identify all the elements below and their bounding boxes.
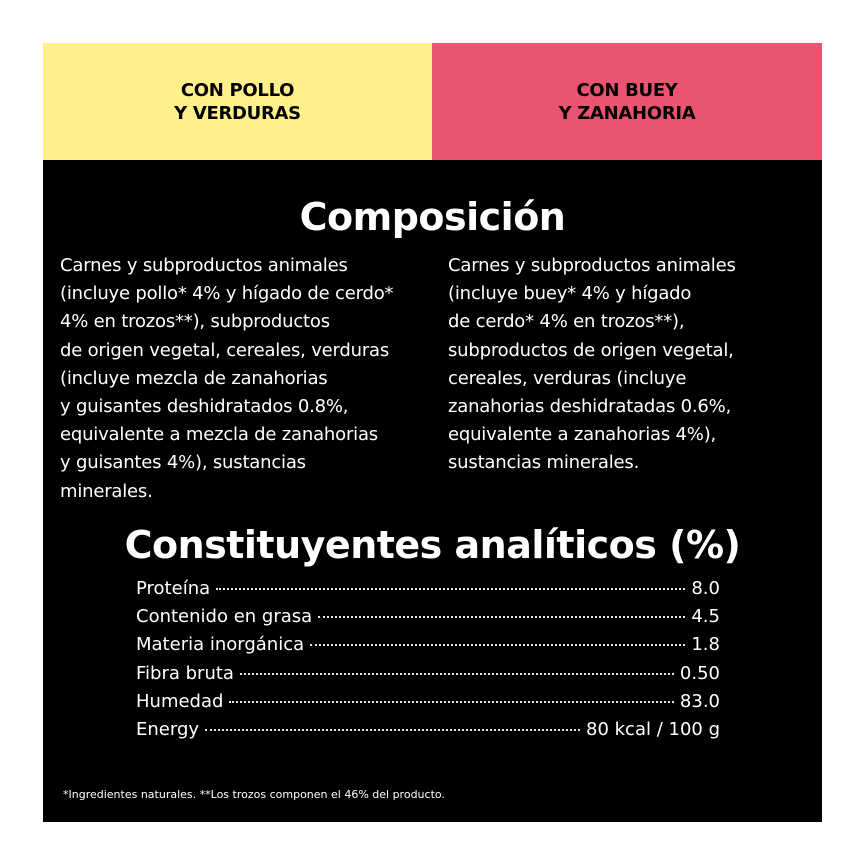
composition-line: equivalente a mezcla de zanahorias [60, 424, 378, 446]
analytic-value: 0.50 [679, 662, 720, 684]
composition-line: y guisantes deshidratados 0.8%, [60, 396, 349, 418]
analytic-row: Proteína 8.0 [136, 578, 720, 606]
composition-line: (incluye mezcla de zanahorias [60, 367, 328, 389]
composition-line: y guisantes 4%), sustancias [60, 452, 306, 474]
analytic-value: 80 kcal / 100 g [586, 718, 720, 740]
variant-title-line: Y VERDURAS [174, 102, 301, 124]
variant-tab-beef: CON BUEY Y ZANAHORIA [432, 43, 822, 160]
analytic-name: Fibra bruta [136, 662, 234, 684]
dot-leader [239, 672, 674, 675]
analytic-name: Contenido en grasa [136, 606, 313, 628]
composition-chicken: Carnes y subproductos animales (incluye … [60, 252, 430, 506]
analytic-value: 83.0 [679, 690, 720, 712]
variant-title-line: Y ZANAHORIA [558, 102, 696, 124]
analytic-row: Contenido en grasa 4.5 [136, 606, 720, 634]
analytic-value: 4.5 [691, 606, 720, 628]
analytic-row: Humedad 83.0 [136, 691, 720, 719]
variant-tab-chicken: CON POLLO Y VERDURAS [43, 43, 432, 160]
composition-line: minerales. [60, 480, 153, 502]
composition-line: Carnes y subproductos animales [60, 255, 348, 276]
composition-line: zanahorias deshidratadas 0.6%, [448, 396, 732, 418]
analytic-value: 1.8 [691, 634, 720, 656]
composition-line: equivalente a zanahorias 4%), [448, 424, 717, 446]
composition-line: 4% en trozos**), subproductos [60, 311, 330, 333]
composition-line: de cerdo* 4% en trozos**), [448, 311, 685, 333]
composition-line: subproductos de origen vegetal, [448, 339, 734, 361]
analytic-value: 8.0 [691, 578, 720, 599]
composition-line: (incluye buey* 4% y hígado [448, 283, 692, 305]
composition-line: de origen vegetal, cereales, verduras [60, 339, 390, 361]
label-panel: CON POLLO Y VERDURAS CON BUEY Y ZANAHORI… [43, 43, 822, 822]
analytic-row: Materia inorgánica 1.8 [136, 634, 720, 662]
dot-leader [229, 700, 674, 703]
analytic-name: Materia inorgánica [136, 634, 305, 656]
analytic-name: Proteína [136, 578, 211, 599]
analytic-name: Energy [136, 718, 200, 740]
analytic-name: Humedad [136, 690, 224, 712]
variant-title-line: CON POLLO [180, 79, 295, 101]
analytic-row: Fibra bruta 0.50 [136, 663, 720, 691]
composition-line: Carnes y subproductos animales [448, 255, 736, 276]
analytic-row: Energy 80 kcal / 100 g [136, 719, 720, 747]
variant-title-line: CON BUEY [576, 79, 678, 101]
analytic-heading: Constituyentes analíticos (%) [124, 523, 741, 567]
dot-leader [216, 588, 686, 590]
footnote: *Ingredientes naturales. **Los trozos co… [63, 788, 445, 801]
composition-line: cereales, verduras (incluye [448, 367, 687, 389]
analytic-table: Proteína 8.0 Contenido en grasa 4.5 Mate… [136, 578, 720, 747]
dot-leader [318, 616, 686, 619]
composition-heading: Composición [299, 195, 566, 239]
composition-line: (incluye pollo* 4% y hígado de cerdo* [60, 283, 394, 305]
dot-leader [205, 728, 580, 731]
composition-line: sustancias minerales. [448, 452, 640, 474]
dot-leader [310, 644, 686, 647]
composition-beef: Carnes y subproductos animales (incluye … [448, 252, 818, 478]
